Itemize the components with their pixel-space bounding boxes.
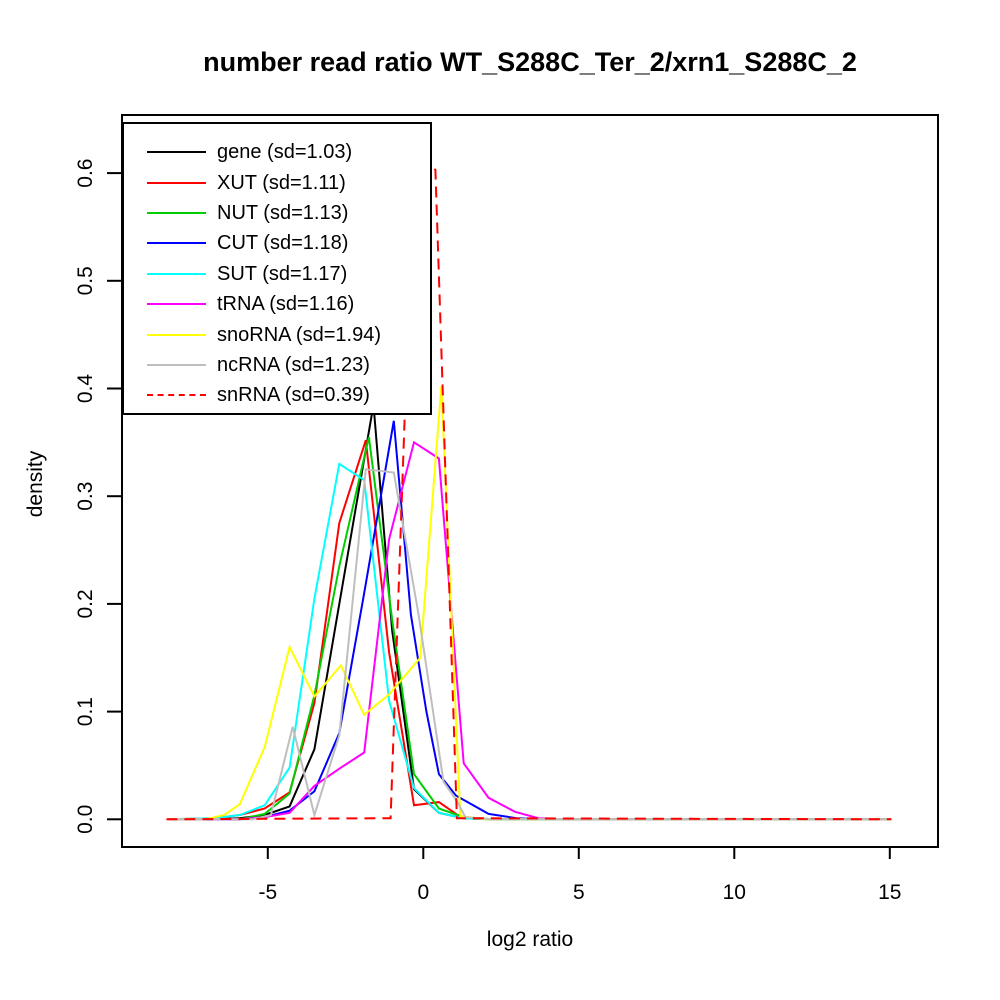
x-tick-label: 0 — [417, 881, 429, 904]
legend-item-XUT: XUT (sd=1.11) — [124, 167, 430, 197]
x-axis-label: log2 ratio — [486, 928, 574, 951]
x-tick-label: 15 — [878, 881, 901, 904]
density-curve-tRNA — [168, 440, 892, 821]
legend-item-ncRNA: ncRNA (sd=1.23) — [124, 350, 430, 380]
y-tick-label: 0.2 — [74, 589, 97, 618]
legend-item-gene: gene (sd=1.03) — [124, 137, 430, 167]
legend-line-sample — [147, 303, 206, 306]
density-curve-SUT — [168, 462, 892, 821]
legend-item-label: snoRNA (sd=1.94) — [217, 323, 381, 346]
legend-line-sample — [147, 394, 206, 397]
legend-item-SUT: SUT (sd=1.17) — [124, 259, 430, 289]
legend-line-sample — [147, 272, 206, 275]
x-tick-label: 5 — [573, 881, 585, 904]
legend-line-sample — [147, 151, 206, 154]
y-tick-label: 0.4 — [74, 374, 97, 404]
y-tick-label: 0.1 — [74, 697, 97, 726]
density-curve-ncRNA — [168, 468, 892, 821]
y-tick-label: 0.6 — [74, 158, 97, 187]
y-tick-label: 0.5 — [74, 266, 97, 295]
page-title: number read ratio WT_S288C_Ter_2/xrn1_S2… — [203, 47, 857, 77]
y-axis-label: density — [24, 450, 47, 518]
legend-item-label: gene (sd=1.03) — [217, 141, 353, 164]
legend-item-snRNA: snRNA (sd=0.39) — [124, 380, 430, 410]
y-tick-label: 0.3 — [74, 482, 97, 511]
density-curve-snoRNA — [168, 386, 892, 821]
legend-item-tRNA: tRNA (sd=1.16) — [124, 289, 430, 319]
density-curve-CUT — [168, 420, 892, 821]
legend-item-snoRNA: snoRNA (sd=1.94) — [124, 319, 430, 349]
legend-item-label: XUT (sd=1.11) — [217, 171, 346, 194]
legend-line-sample — [147, 363, 206, 366]
legend-line-sample — [147, 242, 206, 245]
y-tick-label: 0.0 — [74, 805, 97, 834]
legend-line-sample — [147, 181, 206, 184]
legend-item-label: NUT (sd=1.13) — [217, 201, 349, 224]
legend-item-label: ncRNA (sd=1.23) — [217, 353, 370, 376]
x-tick-label: -5 — [258, 881, 277, 904]
legend-line-sample — [147, 211, 206, 214]
legend-item-NUT: NUT (sd=1.13) — [124, 198, 430, 228]
legend-item-label: SUT (sd=1.17) — [217, 262, 348, 285]
legend-line-sample — [147, 333, 206, 336]
density-curve-gene — [168, 404, 892, 821]
legend: gene (sd=1.03) XUT (sd=1.11) NUT (sd=1.13)… — [122, 122, 432, 415]
legend-item-label: CUT (sd=1.18) — [217, 232, 349, 255]
legend-item-label: snRNA (sd=0.39) — [217, 384, 370, 407]
x-tick-label: 10 — [723, 881, 746, 904]
density-curve-XUT — [168, 439, 892, 821]
legend-item-CUT: CUT (sd=1.18) — [124, 228, 430, 258]
density-curve-NUT — [168, 436, 892, 821]
plot-box — [121, 114, 939, 848]
legend-item-label: tRNA (sd=1.16) — [217, 293, 355, 316]
